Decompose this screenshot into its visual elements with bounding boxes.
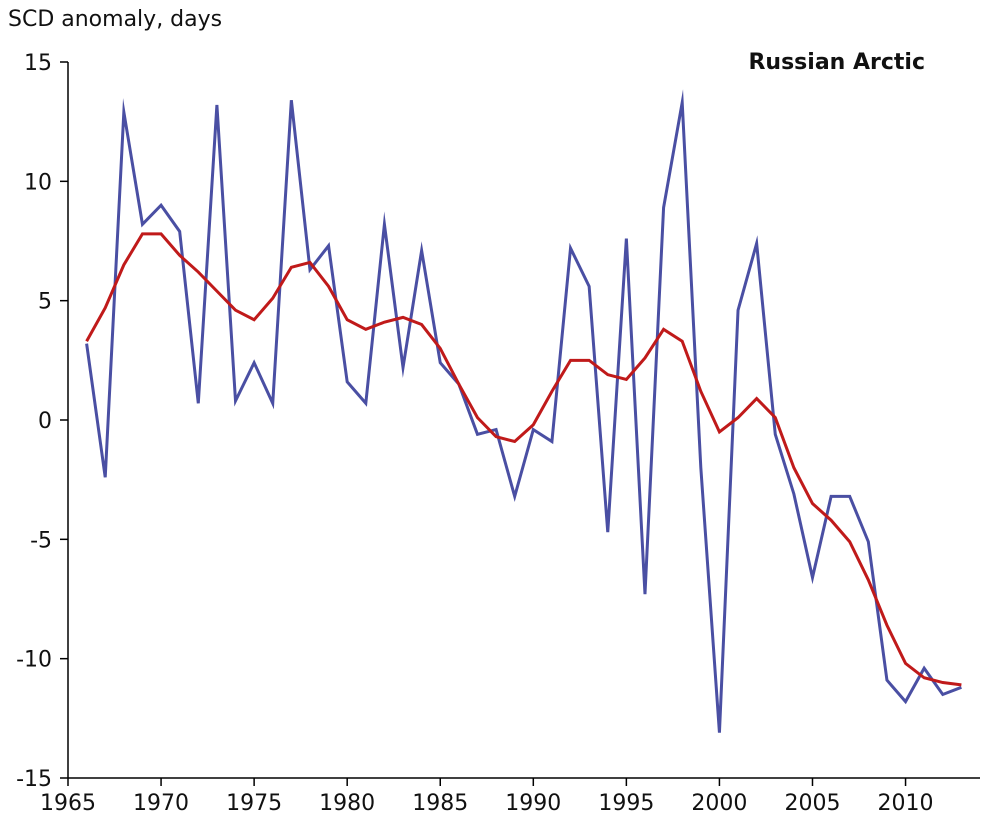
x-tick-label: 2005 — [784, 791, 840, 816]
x-tick-label: 1965 — [40, 791, 96, 816]
y-tick-label: -15 — [16, 767, 52, 792]
x-tick-label: 1975 — [226, 791, 282, 816]
x-tick-label: 1985 — [412, 791, 468, 816]
x-tick-label: 2010 — [878, 791, 934, 816]
x-tick-label: 1995 — [598, 791, 654, 816]
chart-title: Russian Arctic — [748, 50, 925, 75]
y-tick-label: 0 — [38, 409, 52, 434]
x-tick-label: 1980 — [319, 791, 375, 816]
y-tick-label: 15 — [24, 51, 52, 76]
series-line-smoothed — [85, 232, 962, 687]
y-axis-title: SCD anomaly, days — [8, 7, 222, 32]
y-tick-label: -10 — [16, 648, 52, 673]
x-tick-label: 2000 — [691, 791, 747, 816]
x-tick-label: 1970 — [133, 791, 189, 816]
y-tick-label: -5 — [30, 528, 52, 553]
y-tick-label: 10 — [24, 170, 52, 195]
series-group — [85, 89, 962, 733]
y-tick-label: 5 — [38, 290, 52, 315]
x-tick-label: 1990 — [505, 791, 561, 816]
series-line-annual — [85, 89, 962, 733]
